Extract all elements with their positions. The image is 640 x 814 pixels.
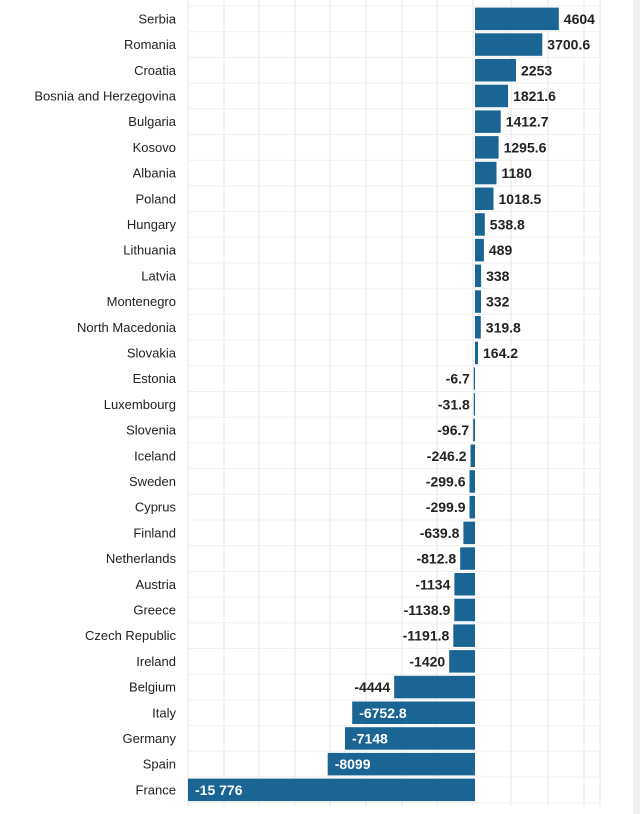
bar-slovakia [475,341,478,365]
category-label: Lithuania [123,243,177,258]
category-label: Serbia [138,11,176,26]
value-label: -299.6 [426,473,466,489]
category-label: Slovenia [126,423,177,438]
category-label: Italy [152,705,176,720]
category-label: Luxembourg [104,397,176,412]
scrollbar-edge [633,0,640,814]
value-label: -31.8 [438,396,470,412]
bar-greece [454,598,475,622]
category-label: Netherlands [106,551,177,566]
value-label: -1134 [415,576,450,592]
value-label: 1295.6 [504,139,547,155]
value-label: 4604 [564,11,595,27]
category-label: Ireland [136,654,176,669]
bar-spain [327,752,475,776]
category-label: Austria [136,577,177,592]
bar-estonia [473,367,475,390]
bar-iceland [470,444,475,467]
category-label: Iceland [134,448,176,463]
category-label: Cyprus [135,500,177,515]
category-label: Germany [123,731,177,746]
value-labels: 4604 3700.6 2253 1821.6 1412.7 1295.6 1180 1018… [195,11,595,798]
value-label: -15 776 [195,782,243,798]
category-label: France [136,782,176,797]
category-label: Romania [124,37,177,52]
value-label: -4444 [354,679,390,695]
value-label: -246.2 [427,448,467,464]
value-label: -1138.9 [404,602,451,618]
bar-albania [475,161,497,185]
category-label: Albania [133,166,177,181]
value-label: -96.7 [437,422,469,438]
bar-romania [475,33,543,56]
value-label: -1191.8 [403,628,450,644]
value-label: 2253 [521,62,552,78]
bars [188,7,559,802]
value-label: -639.8 [420,525,460,541]
bar-hungary [475,213,485,236]
category-label: Montenegro [107,294,176,309]
bar-north-macedonia [475,316,481,339]
value-label: -6752.8 [359,705,407,721]
value-label: 1018.5 [499,191,542,207]
value-label: 164.2 [483,345,518,361]
value-label: 1412.7 [506,114,549,130]
category-label: Bosnia and Herzegovina [34,88,176,103]
row-separators [188,5,600,804]
bar-finland [463,521,475,545]
bar-czech-republic [453,624,475,647]
category-label: North Macedonia [77,320,177,335]
bar-bosnia-and-herzegovina [475,84,509,108]
category-labels: Serbia Romania Croatia Bosnia and Herzegovi… [34,11,176,797]
category-label: Hungary [127,217,177,232]
bar-austria [454,573,475,596]
bar-france [188,778,475,802]
bar-luxembourg [473,393,475,416]
category-label: Czech Republic [85,628,177,643]
bar-sweden [469,470,475,493]
value-label: 338 [486,268,510,284]
value-label: 3700.6 [547,37,590,53]
category-label: Poland [136,191,176,206]
value-label: -1420 [409,653,445,669]
category-label: Estonia [133,371,177,386]
bar-ireland [449,650,475,673]
value-label: 489 [489,242,513,258]
category-label: Slovakia [127,345,177,360]
value-label: -8099 [335,756,371,772]
value-label: -812.8 [416,551,456,567]
category-label: Greece [133,603,176,618]
bar-netherlands [460,547,475,570]
value-label: 1821.6 [513,88,556,104]
bar-italy [352,701,475,724]
bar-latvia [475,264,482,288]
category-label: Sweden [129,474,176,489]
category-label: Belgium [129,680,176,695]
category-label: Croatia [134,63,177,78]
value-label: -6.7 [446,371,470,387]
value-label: 538.8 [490,216,525,232]
bar-bulgaria [475,110,501,133]
value-label: 332 [486,294,510,310]
bar-slovenia [473,418,475,442]
bar-cyprus [469,495,475,519]
bar-germany [345,727,475,750]
bar-belgium [394,675,475,699]
value-label: 319.8 [486,319,521,335]
bar-serbia [475,7,559,31]
category-label: Kosovo [133,140,176,155]
category-label: Spain [143,757,176,772]
category-label: Latvia [141,268,176,283]
bar-montenegro [475,290,481,313]
value-label: -299.9 [426,499,466,515]
bar-poland [475,187,494,210]
bar-croatia [475,59,516,82]
value-label: -7148 [352,731,388,747]
value-label: 1180 [502,165,533,181]
category-label: Bulgaria [128,114,176,129]
bar-lithuania [475,238,484,262]
category-label: Finland [133,525,176,540]
bar-kosovo [475,136,499,159]
